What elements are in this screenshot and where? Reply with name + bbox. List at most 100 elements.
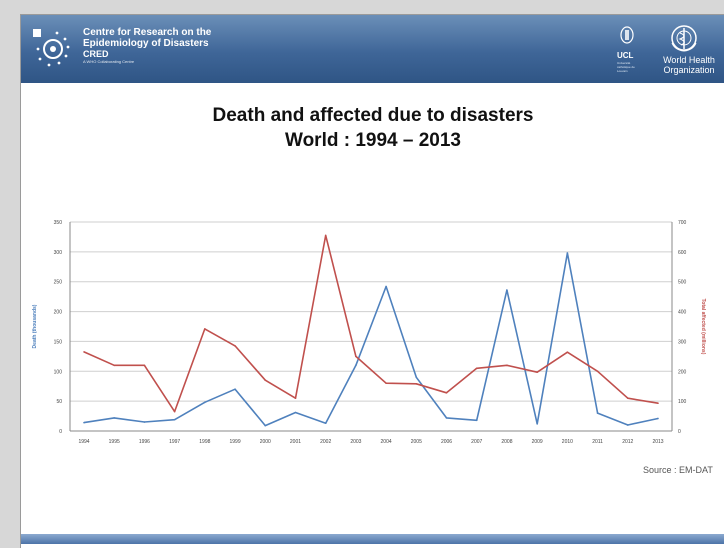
slide-title-line2: World : 1994 – 2013 [284, 130, 462, 151]
cred-logo-icon [33, 29, 70, 67]
data-point-affected [113, 364, 116, 367]
y-tick-label: 50 [56, 399, 62, 405]
data-point-deaths [596, 412, 599, 414]
ucl-label: UCL [617, 51, 634, 60]
slide: Centre for Research on the Epidemiology … [20, 14, 724, 548]
data-point-affected [536, 371, 538, 373]
x-tick-label: 2009 [532, 439, 543, 445]
source-note: Source : EM-DAT [643, 465, 713, 475]
who-label-line2: Organization [663, 65, 715, 75]
series-line-deaths [83, 252, 659, 427]
y-tick-label: 200 [54, 310, 63, 316]
x-tick-label: 1996 [139, 439, 150, 445]
data-point-deaths [143, 421, 146, 423]
data-point-deaths [294, 411, 297, 414]
org-name: Centre for Research on the Epidemiology … [83, 27, 211, 65]
who-label-line1: World Health [663, 55, 715, 65]
y-tick-label: 150 [54, 339, 63, 345]
data-point-affected [264, 379, 267, 382]
x-tick-label: 1995 [109, 439, 120, 445]
y-tick-label: 350 [54, 220, 63, 226]
data-point-affected [657, 402, 659, 405]
data-point-affected [234, 345, 236, 347]
data-point-deaths [475, 419, 478, 422]
y2-tick-label: 100 [678, 399, 687, 405]
data-point-affected [204, 328, 206, 330]
x-tick-label: 2003 [350, 439, 361, 445]
data-point-deaths [657, 417, 659, 420]
data-point-deaths [83, 421, 85, 424]
data-point-deaths [113, 417, 116, 419]
data-point-affected [355, 355, 357, 358]
y2-tick-label: 600 [678, 250, 687, 256]
x-tick-label: 1998 [199, 439, 210, 445]
data-point-affected [83, 351, 85, 353]
x-tick-label: 2013 [652, 439, 663, 445]
x-tick-label: 2002 [320, 439, 331, 445]
data-point-affected [626, 397, 629, 399]
data-point-deaths [355, 364, 357, 367]
y2-tick-label: 0 [678, 429, 681, 435]
series-line-affected [83, 234, 659, 413]
x-tick-label: 2006 [441, 439, 452, 445]
data-point-affected [415, 383, 418, 385]
ucl-seal-icon [620, 26, 634, 44]
y-tick-label: 0 [59, 429, 62, 435]
org-name-line2: Epidemiology of Disasters [83, 38, 209, 49]
data-point-deaths [264, 424, 267, 427]
data-point-affected [143, 364, 146, 367]
data-point-deaths [536, 423, 538, 425]
data-point-deaths [445, 417, 448, 419]
y2-tick-label: 700 [678, 220, 687, 226]
who-label: World Health Organization [657, 55, 721, 75]
org-name-line1: Centre for Research on the [83, 27, 212, 38]
data-point-deaths [626, 424, 629, 426]
data-point-deaths [566, 252, 569, 254]
y2-tick-label: 300 [678, 339, 687, 345]
x-tick-label: 2010 [562, 439, 573, 445]
data-point-deaths [173, 418, 176, 421]
footer-bar [21, 534, 724, 544]
data-point-deaths [324, 422, 327, 425]
x-tick-label: 2001 [290, 439, 301, 445]
org-name-line4: A WHO Collaborating Centre [83, 59, 135, 64]
data-point-affected [566, 351, 569, 353]
x-tick-label: 1994 [78, 439, 89, 445]
y2-tick-label: 400 [678, 310, 687, 316]
org-name-line3: CRED [83, 49, 109, 59]
data-point-affected [385, 382, 387, 385]
data-point-deaths [234, 388, 236, 390]
x-tick-label: 1997 [169, 439, 180, 445]
x-tick-label: 2007 [471, 439, 482, 445]
x-tick-label: 2012 [622, 439, 633, 445]
data-point-affected [445, 391, 448, 394]
y2-axis-label: Total affected (millions) [700, 299, 706, 355]
data-point-deaths [385, 285, 387, 288]
data-point-affected [596, 370, 599, 373]
data-point-deaths [506, 289, 508, 291]
data-point-deaths [415, 376, 418, 379]
y-tick-label: 100 [54, 369, 63, 375]
x-tick-label: 2000 [260, 439, 271, 445]
x-tick-label: 2005 [411, 439, 422, 445]
y2-tick-label: 500 [678, 280, 687, 286]
line-chart: 0 50 100 150 200 250 300 350 0 100 200 300 400 500 600… [32, 220, 706, 445]
y-tick-label: 300 [54, 250, 63, 256]
data-point-affected [506, 364, 508, 367]
y-tick-label: 250 [54, 280, 63, 286]
data-point-affected [173, 410, 176, 413]
x-tick-label: 2004 [381, 439, 392, 445]
header-banner: Centre for Research on the Epidemiology … [21, 15, 724, 83]
slide-title-line1: Death and affected due to disasters [212, 105, 534, 126]
data-point-affected [294, 397, 297, 399]
y-axis-label: Death (thousands) [32, 304, 38, 348]
data-point-deaths [204, 401, 206, 404]
y2-tick-label: 200 [678, 369, 687, 375]
data-point-affected [324, 234, 327, 237]
x-tick-label: 2008 [501, 439, 512, 445]
slide-title: Death and affected due to disasters Worl… [21, 103, 724, 153]
x-tick-label: 2011 [592, 439, 603, 445]
ucl-subtitle: Université catholique de Louvain [617, 61, 635, 73]
who-emblem-icon [671, 25, 697, 52]
data-point-affected [475, 367, 478, 370]
